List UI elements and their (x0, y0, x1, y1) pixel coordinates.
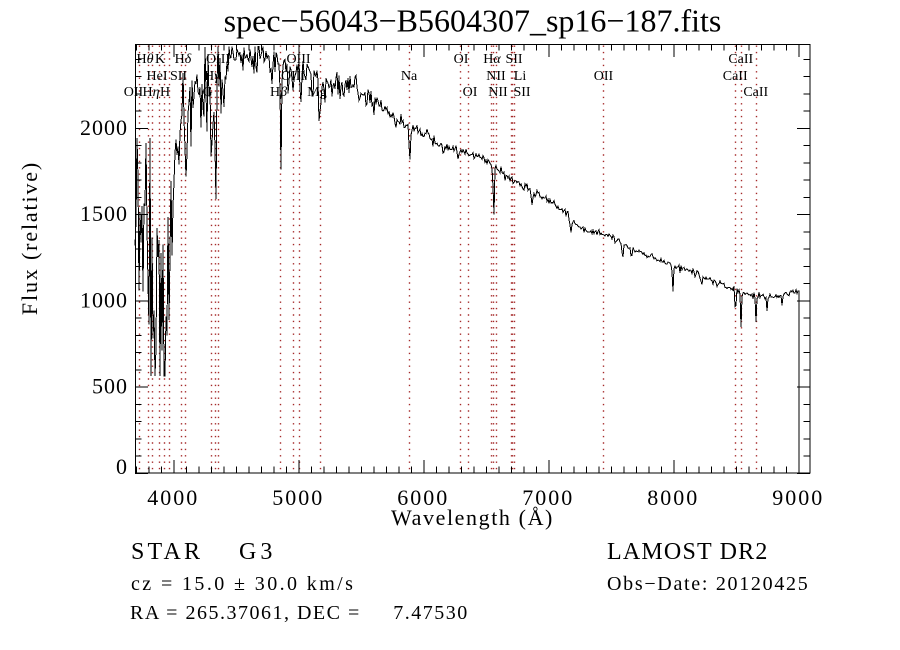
svg-text:Hα: Hα (483, 52, 501, 67)
svg-text:SII: SII (513, 85, 530, 100)
svg-text:HeI: HeI (147, 69, 168, 84)
svg-text:2000: 2000 (80, 115, 128, 140)
svg-text:NII: NII (486, 69, 506, 84)
svg-text:OII: OII (124, 85, 144, 100)
svg-text:Hγ: Hγ (204, 69, 220, 84)
svg-text:Flux (relative): Flux (relative) (17, 161, 42, 315)
svg-text:G: G (202, 85, 212, 100)
svg-text:5000: 5000 (272, 485, 324, 510)
svg-text:Hβ: Hβ (270, 85, 287, 100)
svg-text:OI: OI (463, 85, 478, 100)
svg-text:Obs−Date: 20120425: Obs−Date: 20120425 (607, 573, 809, 595)
svg-text:K: K (155, 52, 165, 67)
svg-text:Hθ: Hθ (136, 52, 153, 67)
svg-text:7000: 7000 (522, 485, 574, 510)
svg-text:9000: 9000 (772, 485, 824, 510)
svg-text:4000: 4000 (147, 485, 199, 510)
svg-text:SII: SII (505, 52, 522, 67)
svg-text:CaII: CaII (723, 69, 748, 84)
svg-text:LAMOST DR2: LAMOST DR2 (607, 539, 769, 565)
svg-text:8000: 8000 (647, 485, 699, 510)
svg-text:6000: 6000 (397, 485, 449, 510)
svg-text:500: 500 (92, 374, 128, 399)
svg-text:0: 0 (116, 454, 128, 479)
svg-text:Na: Na (401, 69, 418, 84)
svg-text:Hδ: Hδ (175, 52, 192, 67)
svg-text:RA = 265.37061, DEC = 7.47: RA = 265.37061, DEC = 7.47530 (130, 602, 469, 624)
svg-text:CaII: CaII (728, 52, 753, 67)
svg-text:OI: OI (454, 52, 469, 67)
svg-text:OIII: OIII (206, 52, 230, 67)
svg-text:Mg: Mg (307, 85, 326, 100)
svg-text:Li: Li (514, 69, 527, 84)
svg-text:OIII: OIII (286, 52, 310, 67)
svg-text:SII: SII (170, 69, 187, 84)
svg-text:G3: G3 (239, 539, 276, 565)
svg-text:Hη: Hη (142, 85, 159, 100)
svg-text:OII: OII (594, 69, 614, 84)
svg-text:1000: 1000 (80, 287, 128, 312)
svg-text:Wavelength (Å): Wavelength (Å) (391, 505, 554, 530)
svg-text:cz = 15.0 ± 30.0 km/s: cz = 15.0 ± 30.0 km/s (131, 573, 355, 595)
svg-text:H: H (160, 85, 170, 100)
svg-text:1500: 1500 (80, 201, 128, 226)
svg-text:CaII: CaII (743, 85, 768, 100)
svg-text:NII: NII (488, 85, 508, 100)
svg-text:OIII: OIII (281, 69, 305, 84)
svg-text:STAR: STAR (131, 539, 203, 565)
svg-text:spec−56043−B5604307_sp16−187.f: spec−56043−B5604307_sp16−187.fits (224, 3, 722, 39)
